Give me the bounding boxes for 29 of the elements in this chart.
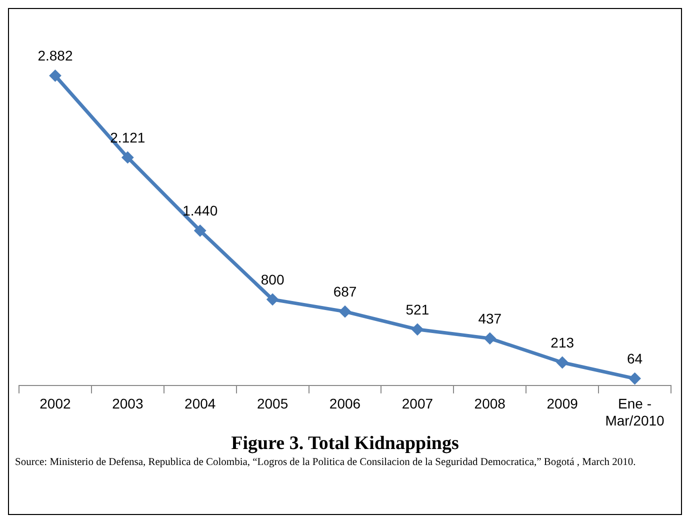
x-tick-label: 2005 — [256, 396, 288, 412]
data-label: 800 — [260, 271, 284, 288]
point — [194, 224, 206, 237]
x-tick-label: 2003 — [112, 396, 144, 412]
data-label: 521 — [406, 301, 430, 318]
x-tick-label: 2004 — [184, 396, 216, 412]
point — [266, 293, 279, 306]
data-label: 1.440 — [182, 202, 218, 219]
point — [122, 151, 134, 164]
x-tick-label: Ene - Mar/2010 — [605, 396, 665, 428]
data-label: 213 — [550, 334, 574, 350]
point — [556, 356, 568, 369]
point — [411, 323, 424, 336]
source-note: Source: Ministerio de Defensa, Republica de Colombia, “Logros de la Politica de Consilacion de la Seguridad Democratica,” Bogotá , March 2010. — [14, 456, 637, 468]
data-label: 2.882 — [38, 48, 73, 64]
data-label: 687 — [333, 283, 357, 300]
x-tick-label: 2008 — [474, 396, 506, 412]
x-tick-label: 2006 — [329, 396, 361, 412]
x-tick-label: 2007 — [402, 396, 434, 412]
x-tick-label: 2009 — [546, 396, 578, 412]
text: Figure 3. Total Kidnappings — [230, 433, 460, 455]
point — [628, 372, 641, 385]
data-label: 64 — [626, 350, 643, 366]
data-label: 2.121 — [110, 129, 146, 146]
data-label: 437 — [478, 310, 502, 326]
point — [339, 306, 351, 318]
point — [484, 332, 496, 344]
point — [49, 70, 62, 82]
x-tick-label: 2002 — [40, 396, 71, 412]
